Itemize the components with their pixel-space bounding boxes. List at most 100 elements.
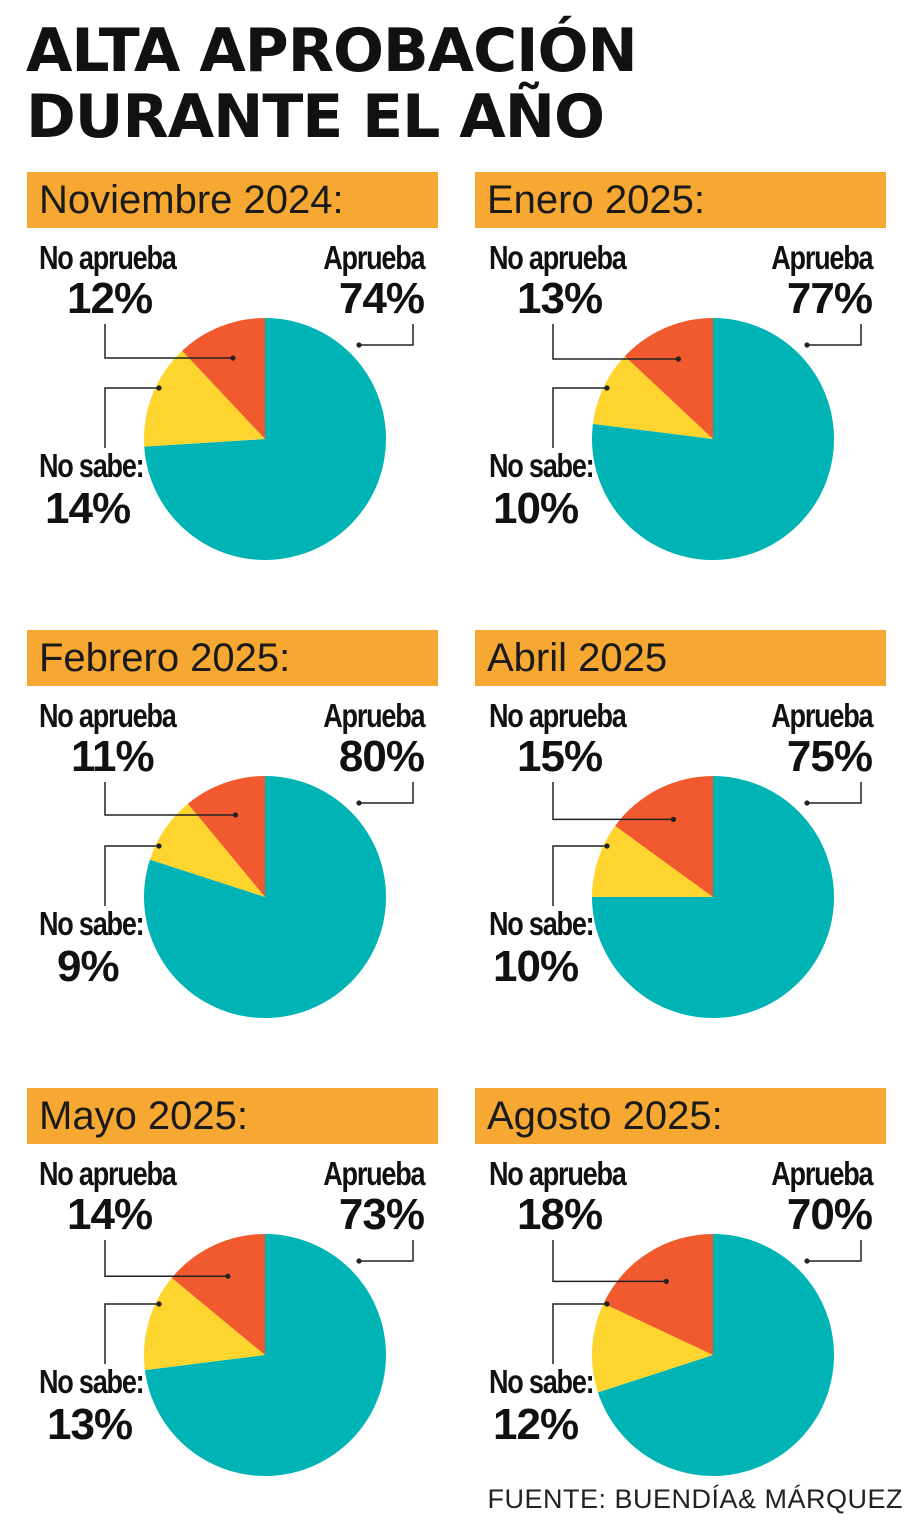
aprueba-value: 74% bbox=[338, 274, 425, 323]
no-sabe-label: No sabe: bbox=[39, 905, 145, 942]
slice-no-sabe bbox=[143, 1277, 265, 1371]
no-sabe-value: 9% bbox=[57, 942, 120, 991]
no-aprueba-label: No aprueba bbox=[39, 1155, 177, 1192]
slice-no-aprueba bbox=[187, 776, 265, 897]
leader-no-aprueba bbox=[552, 324, 679, 360]
no-sabe-label: No sabe: bbox=[39, 1363, 145, 1400]
leader-dot-aprueba bbox=[356, 800, 362, 806]
panel-header: Febrero 2025: bbox=[27, 630, 438, 686]
slice-aprueba bbox=[597, 1234, 834, 1476]
aprueba-label: Aprueba bbox=[770, 697, 873, 734]
pie-chart bbox=[104, 1234, 414, 1476]
leader-aprueba bbox=[807, 324, 862, 346]
leader-no-aprueba bbox=[552, 1240, 667, 1283]
source-note: FUENTE: BUENDÍA& MÁRQUEZ bbox=[487, 1484, 903, 1514]
no-sabe-value: 10% bbox=[493, 942, 579, 991]
slice-no-sabe bbox=[144, 350, 265, 447]
no-aprueba-label: No aprueba bbox=[39, 239, 177, 276]
slice-no-sabe bbox=[592, 825, 713, 897]
no-aprueba-label: No aprueba bbox=[489, 1155, 627, 1192]
aprueba-value: 80% bbox=[338, 732, 425, 781]
pie-chart bbox=[104, 776, 414, 1018]
leader-no-sabe bbox=[552, 387, 607, 448]
leader-dot-no-sabe bbox=[604, 843, 610, 849]
leader-aprueba bbox=[359, 324, 414, 346]
aprueba-value: 73% bbox=[338, 1190, 425, 1239]
no-aprueba-value: 11% bbox=[71, 732, 155, 781]
leader-dot-no-sabe bbox=[156, 1301, 162, 1307]
leader-dot-no-aprueba bbox=[230, 355, 236, 361]
slice-aprueba bbox=[144, 1234, 386, 1476]
aprueba-label: Aprueba bbox=[322, 239, 425, 276]
page-title: ALTA APROBACIÓN DURANTE EL AÑO bbox=[26, 16, 638, 152]
leader-dot-aprueba bbox=[356, 1258, 362, 1264]
leader-aprueba bbox=[359, 782, 414, 804]
no-aprueba-value: 13% bbox=[517, 274, 603, 323]
leader-no-aprueba bbox=[552, 782, 674, 821]
title-line-1: ALTA APROBACIÓN bbox=[26, 16, 638, 86]
aprueba-label: Aprueba bbox=[322, 697, 425, 734]
slice-no-sabe bbox=[592, 1303, 713, 1393]
leader-dot-aprueba bbox=[804, 342, 810, 348]
leader-aprueba bbox=[807, 1240, 862, 1262]
no-aprueba-value: 18% bbox=[517, 1190, 603, 1239]
no-aprueba-value: 12% bbox=[67, 274, 153, 323]
slice-no-aprueba bbox=[624, 318, 713, 439]
aprueba-value: 70% bbox=[786, 1190, 873, 1239]
leader-no-sabe bbox=[552, 845, 607, 906]
leader-no-sabe bbox=[104, 387, 159, 448]
pie-chart bbox=[552, 776, 862, 1018]
slice-no-sabe bbox=[592, 356, 713, 439]
leader-dot-no-sabe bbox=[604, 1301, 610, 1307]
slice-aprueba bbox=[591, 318, 834, 560]
aprueba-label: Aprueba bbox=[322, 1155, 425, 1192]
leader-aprueba bbox=[359, 1240, 414, 1262]
panel-header: Mayo 2025: bbox=[27, 1088, 438, 1144]
pie-panel-abril-2025: Abril 2025 No aprueba 15% Aprueba 75% No… bbox=[475, 630, 890, 1030]
leader-dot-aprueba bbox=[804, 1258, 810, 1264]
leader-no-aprueba bbox=[104, 1240, 228, 1277]
leader-aprueba bbox=[807, 782, 862, 804]
slice-no-aprueba bbox=[171, 1234, 265, 1355]
no-sabe-value: 12% bbox=[493, 1400, 579, 1449]
leader-dot-no-sabe bbox=[156, 385, 162, 391]
leader-no-sabe bbox=[104, 845, 159, 906]
panel-header: Enero 2025: bbox=[475, 172, 886, 228]
aprueba-label: Aprueba bbox=[770, 1155, 873, 1192]
leader-dot-no-aprueba bbox=[232, 812, 239, 818]
leader-dot-no-sabe bbox=[604, 385, 610, 391]
aprueba-value: 77% bbox=[786, 274, 873, 323]
slice-no-sabe bbox=[149, 803, 265, 897]
no-sabe-label: No sabe: bbox=[489, 447, 595, 484]
aprueba-label: Aprueba bbox=[770, 239, 873, 276]
no-sabe-label: No sabe: bbox=[489, 1363, 595, 1400]
panel-header: Abril 2025 bbox=[475, 630, 886, 686]
slice-aprueba bbox=[143, 776, 386, 1018]
no-sabe-value: 13% bbox=[47, 1400, 133, 1449]
title-line-2: DURANTE EL AÑO bbox=[26, 82, 605, 152]
pie-panel-febrero-2025: Febrero 2025: No aprueba 11% Aprueba 80%… bbox=[27, 630, 442, 1030]
pie-chart bbox=[552, 318, 862, 560]
no-aprueba-value: 14% bbox=[67, 1190, 153, 1239]
no-sabe-label: No sabe: bbox=[489, 905, 595, 942]
no-sabe-value: 14% bbox=[45, 484, 131, 533]
no-aprueba-label: No aprueba bbox=[489, 697, 627, 734]
pie-chart bbox=[104, 318, 414, 560]
leader-dot-no-aprueba bbox=[225, 1273, 231, 1279]
no-aprueba-label: No aprueba bbox=[489, 239, 627, 276]
slice-no-aprueba bbox=[603, 1234, 713, 1355]
aprueba-value: 75% bbox=[786, 732, 873, 781]
slice-no-aprueba bbox=[615, 776, 713, 897]
slice-no-aprueba bbox=[182, 318, 265, 439]
leader-no-sabe bbox=[104, 1303, 159, 1364]
leader-dot-aprueba bbox=[356, 342, 362, 348]
leader-no-aprueba bbox=[104, 324, 233, 359]
pie-chart bbox=[552, 1234, 862, 1476]
no-aprueba-value: 15% bbox=[517, 732, 603, 781]
leader-no-aprueba bbox=[104, 782, 236, 816]
pie-panel-agosto-2025: Agosto 2025: No aprueba 18% Aprueba 70% … bbox=[475, 1088, 890, 1488]
no-aprueba-label: No aprueba bbox=[39, 697, 177, 734]
pie-panel-noviembre-2024: Noviembre 2024: No aprueba 12% Aprueba 7… bbox=[27, 172, 442, 572]
leader-no-sabe bbox=[552, 1303, 607, 1364]
pie-panel-enero-2025: Enero 2025: No aprueba 13% Aprueba 77% N… bbox=[475, 172, 890, 572]
